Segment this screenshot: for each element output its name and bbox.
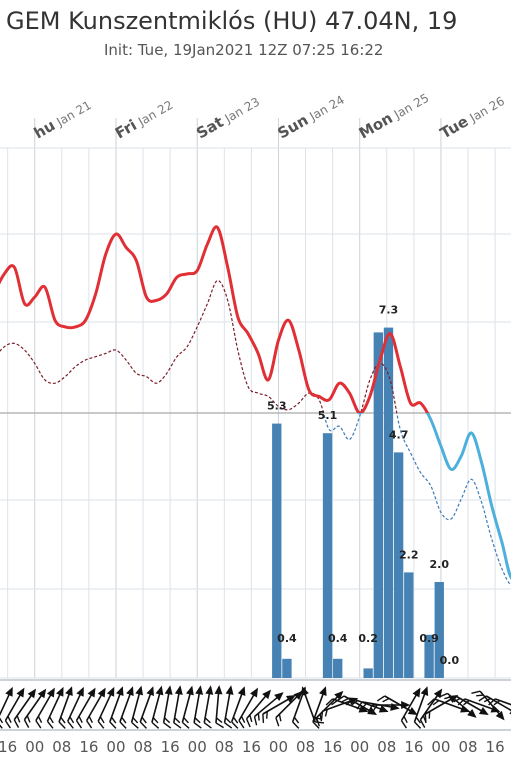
wind-barb	[376, 695, 418, 715]
wind-barb	[67, 686, 84, 729]
precipitation-value-label: 0.0	[440, 654, 460, 667]
precipitation-bar	[434, 582, 444, 678]
wind-barb	[13, 688, 37, 728]
wind-barb	[301, 686, 325, 724]
precipitation-labels: 5.3 0.4 5.1 0.4 0.2 7.3 4.7 2.2 0.9 2.0 0.0	[267, 304, 459, 667]
hour-label: 08	[458, 738, 477, 756]
init-subtitle: Init: Tue, 19Jan2021 12Z 07:25 16:22	[104, 41, 383, 59]
precipitation-value-label: 2.2	[399, 548, 419, 561]
hour-label: 00	[350, 738, 369, 756]
precipitation-value-label: 0.9	[419, 632, 439, 645]
hour-label: 16	[404, 738, 423, 756]
wind-barb	[447, 695, 489, 715]
hour-label: 16	[486, 738, 505, 756]
hour-label: 00	[188, 738, 207, 756]
precipitation-value-label: 5.1	[318, 409, 338, 422]
hour-label: 08	[296, 738, 315, 756]
hour-label: 16	[242, 738, 261, 756]
wind-barb	[253, 692, 284, 726]
hour-label: 00	[25, 738, 44, 756]
dewpoint-line-below-zero	[322, 413, 511, 586]
wind-barb	[35, 687, 55, 729]
precipitation-bars	[272, 327, 444, 678]
hour-label: 08	[134, 738, 153, 756]
precipitation-value-label: 7.3	[379, 304, 399, 317]
hour-label: 08	[215, 738, 234, 756]
precipitation-value-label: 0.4	[328, 632, 348, 645]
hour-label: 16	[323, 738, 342, 756]
wind-barb	[203, 685, 214, 729]
wind-barb	[245, 689, 272, 728]
wind-barb	[4, 687, 25, 729]
wind-barb	[478, 695, 511, 715]
hour-label: 16	[161, 738, 180, 756]
wind-barb	[238, 687, 258, 729]
dewpoint-line-above-zero	[0, 279, 398, 413]
wind-barb	[130, 685, 144, 729]
wind-barb-row	[0, 679, 511, 731]
precipitation-bar	[333, 658, 343, 678]
precipitation-bar	[393, 452, 404, 678]
wind-barb	[488, 698, 511, 712]
chart-title: GEM Kunszentmiklós (HU) 47.04N, 19	[6, 7, 457, 35]
wind-barb	[75, 687, 96, 729]
wind-barb	[162, 685, 173, 729]
wind-barb	[0, 686, 13, 729]
precipitation-bar	[404, 572, 414, 678]
hour-label: 16	[79, 738, 98, 756]
precipitation-bar	[383, 327, 394, 678]
wind-barb	[413, 686, 429, 729]
hour-label: 08	[52, 738, 71, 756]
temperature-line-below-zero	[357, 413, 511, 580]
wind-barb	[23, 688, 47, 728]
temperature-lines	[0, 225, 511, 586]
wind-barb	[223, 685, 234, 729]
wind-barb	[193, 685, 204, 729]
wind-barb	[151, 685, 164, 729]
wind-barb	[119, 686, 134, 729]
hour-label: 00	[431, 738, 450, 756]
wind-barb	[214, 685, 224, 729]
precipitation-bar	[424, 634, 434, 678]
wind-barb	[46, 686, 64, 729]
precipitation-bar	[322, 433, 333, 678]
hour-label: 16	[0, 738, 17, 756]
wind-barb	[262, 695, 296, 723]
wind-barb	[181, 685, 194, 729]
hour-axis: 0816000816000816000816000816000816000816…	[0, 738, 505, 756]
wind-barb	[85, 687, 106, 729]
hour-label: 00	[106, 738, 125, 756]
wind-barb	[230, 686, 246, 729]
wind-barb	[315, 690, 344, 727]
precipitation-bar	[272, 423, 282, 678]
precipitation-value-label: 4.7	[389, 428, 409, 441]
wind-barb	[172, 685, 183, 729]
wind-barb	[471, 690, 505, 721]
precipitation-bar	[282, 658, 292, 678]
precipitation-value-label: 0.2	[358, 632, 378, 645]
wind-barb	[139, 686, 154, 729]
wind-barb	[97, 686, 115, 729]
wind-barb	[58, 686, 73, 729]
precipitation-bar	[373, 332, 383, 678]
temperature-line-above-zero	[0, 225, 430, 413]
wind-barb	[400, 687, 421, 729]
wind-barb	[438, 692, 477, 718]
wind-barb	[345, 698, 389, 713]
hour-label: 08	[377, 738, 396, 756]
hour-label: 00	[269, 738, 288, 756]
precipitation-value-label: 0.4	[277, 632, 297, 645]
wind-barb	[109, 686, 124, 729]
precipitation-bar	[363, 668, 373, 678]
precipitation-value-label: 2.0	[429, 558, 449, 571]
precipitation-value-label: 5.3	[267, 400, 287, 413]
wind-barb	[325, 698, 369, 713]
